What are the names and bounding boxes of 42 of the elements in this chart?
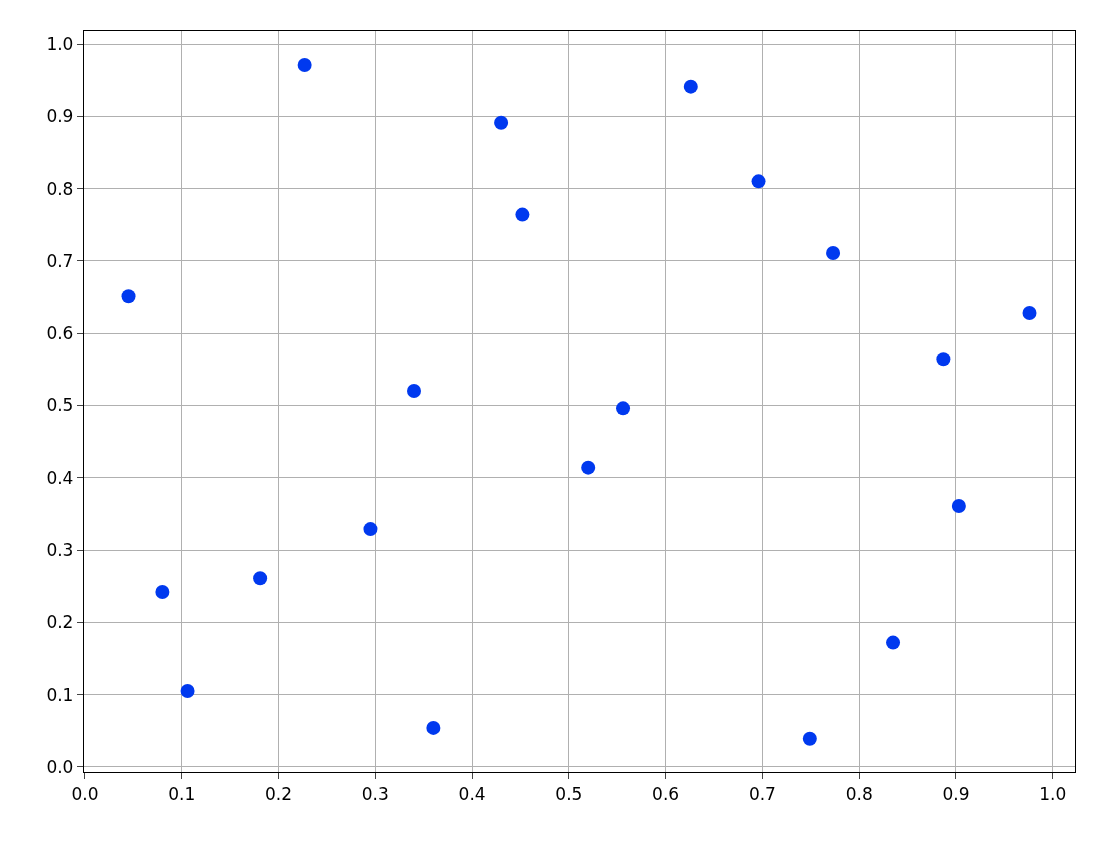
point [1022,305,1037,320]
point [121,289,136,304]
y-tick-label: 0.6 [46,323,74,344]
y-tick-label: 0.5 [46,395,74,416]
y-tick-label: 0.3 [46,540,74,561]
point [886,635,901,650]
point [802,731,817,746]
y-tick-label: 0.0 [46,756,74,777]
x-tick-label: 0.7 [748,783,776,804]
y-tick-label: 0.2 [46,612,74,633]
point [155,584,170,599]
point [951,498,966,513]
point [253,571,268,586]
x-tick-label: 0.2 [265,783,293,804]
x-tick-label: 0.5 [555,783,583,804]
x-tick-label: 0.3 [361,783,389,804]
x-tick-label: 0.6 [652,783,680,804]
point [180,684,195,699]
x-tick-label: 0.8 [845,783,873,804]
x-tick-label: 0.1 [168,783,196,804]
point [683,79,698,94]
point [297,57,312,72]
point [515,207,530,222]
point [751,174,766,189]
point [826,245,841,260]
y-tick-label: 0.8 [46,178,74,199]
x-tick-label: 1.0 [1039,783,1067,804]
y-tick-label: 0.1 [46,684,74,705]
x-tick-label: 0.4 [458,783,486,804]
x-tick-label: 0.0 [71,783,99,804]
point [936,352,951,367]
point [581,460,596,475]
y-tick-label: 0.7 [46,250,74,271]
x-tick-label: 0.9 [942,783,970,804]
point [363,522,378,537]
y-tick-label: 1.0 [46,33,74,54]
point [616,401,631,416]
point [407,384,422,399]
y-tick-label: 0.9 [46,106,74,127]
point [494,115,509,130]
y-tick-label: 0.4 [46,467,74,488]
point [426,720,441,735]
